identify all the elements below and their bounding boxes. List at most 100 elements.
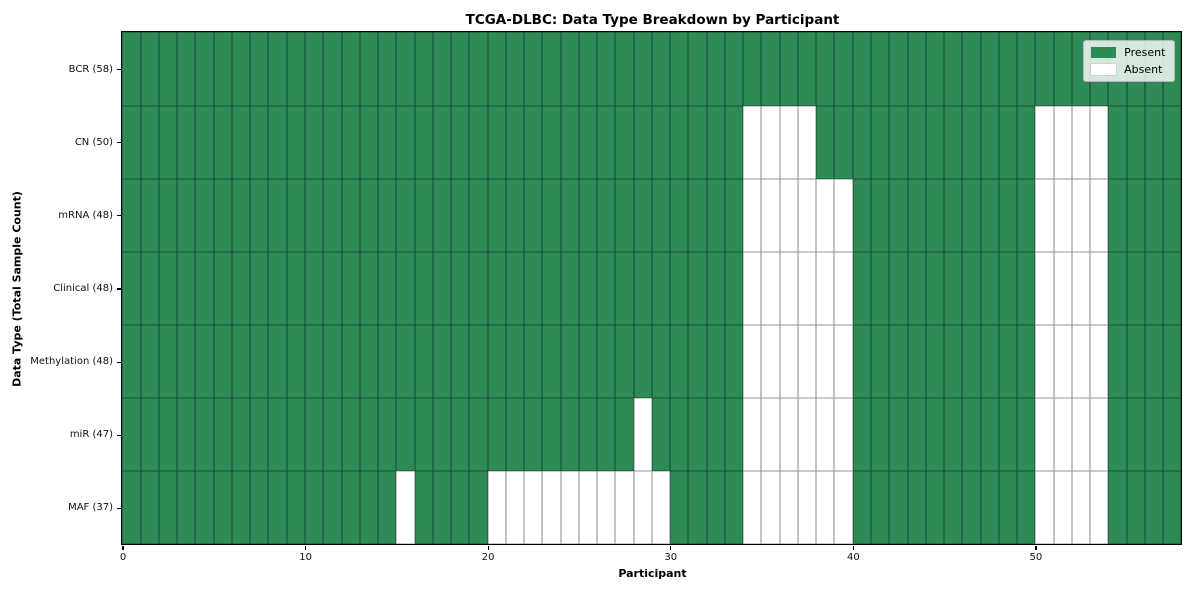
heatmap-cell bbox=[140, 398, 159, 472]
heatmap-cell bbox=[724, 398, 744, 472]
heatmap-cell bbox=[505, 105, 525, 179]
heatmap-cell bbox=[158, 398, 178, 472]
y-tick-mark bbox=[117, 361, 121, 363]
heatmap-cell bbox=[706, 178, 725, 252]
heatmap-cell bbox=[524, 105, 543, 179]
heatmap-cell bbox=[1108, 471, 1127, 545]
heatmap-cell bbox=[834, 324, 853, 399]
heatmap-cell bbox=[432, 398, 452, 472]
heatmap-cell bbox=[670, 324, 689, 399]
heatmap-cell bbox=[578, 324, 598, 399]
heatmap-cell bbox=[688, 105, 707, 179]
heatmap-cell bbox=[944, 398, 963, 472]
y-tick-mark bbox=[117, 507, 121, 510]
heatmap-cell bbox=[122, 471, 141, 545]
heatmap-cell bbox=[724, 324, 744, 399]
heatmap-cell bbox=[871, 178, 890, 252]
chart-title: TCGA-DLBC: Data Type Breakdown by Partic… bbox=[465, 12, 840, 28]
heatmap-cell bbox=[907, 32, 926, 106]
legend: Present Absent bbox=[1083, 40, 1176, 83]
heatmap-cell bbox=[797, 251, 817, 325]
heatmap-cell bbox=[451, 32, 470, 106]
heatmap-cell bbox=[560, 324, 579, 399]
heatmap-cell bbox=[1035, 32, 1054, 106]
x-tick-label: 10 bbox=[299, 552, 312, 563]
heatmap-cell bbox=[451, 471, 470, 545]
heatmap-cell bbox=[432, 324, 452, 399]
heatmap-cell bbox=[1126, 105, 1145, 179]
heatmap-cell bbox=[761, 471, 780, 545]
heatmap-cell bbox=[524, 251, 543, 325]
heatmap-cell bbox=[268, 178, 287, 252]
heatmap-cell bbox=[1126, 398, 1145, 472]
heatmap-cell bbox=[1108, 251, 1127, 325]
heatmap-cell bbox=[651, 398, 671, 472]
heatmap-cell bbox=[1017, 251, 1036, 325]
heatmap-cell bbox=[231, 105, 251, 179]
heatmap-cell bbox=[779, 324, 798, 399]
heatmap-cell bbox=[268, 398, 287, 472]
heatmap-cell bbox=[304, 398, 324, 472]
heatmap-cell bbox=[524, 324, 543, 399]
x-tick-mark bbox=[304, 546, 307, 550]
heatmap-cell bbox=[797, 398, 817, 472]
heatmap-cell bbox=[907, 398, 926, 472]
heatmap-cell bbox=[323, 324, 342, 399]
heatmap-cell bbox=[998, 251, 1018, 325]
heatmap-cell bbox=[158, 32, 178, 106]
heatmap-cell bbox=[944, 178, 963, 252]
heatmap-cell bbox=[451, 105, 470, 179]
x-tick-label: 30 bbox=[664, 552, 678, 563]
heatmap-cell bbox=[834, 105, 853, 179]
heatmap-cell bbox=[597, 32, 616, 106]
heatmap-cell bbox=[560, 471, 579, 545]
heatmap-cell bbox=[980, 471, 999, 545]
heatmap-cell bbox=[177, 105, 196, 179]
heatmap-cell bbox=[688, 32, 707, 106]
x-tick-mark bbox=[670, 546, 672, 550]
heatmap-cell bbox=[432, 178, 452, 252]
heatmap-cell bbox=[1090, 178, 1109, 252]
heatmap-cell bbox=[213, 398, 232, 472]
heatmap-cell bbox=[615, 32, 634, 106]
heatmap-cell bbox=[286, 398, 305, 472]
heatmap-cell bbox=[761, 32, 780, 106]
heatmap-cell bbox=[779, 251, 798, 325]
heatmap-cell bbox=[871, 324, 890, 399]
heatmap-cell bbox=[1144, 178, 1164, 252]
heatmap-cell bbox=[1144, 105, 1164, 179]
heatmap-cell bbox=[341, 251, 360, 325]
y-tick-label: mRNA (48) bbox=[58, 209, 113, 221]
heatmap-cell bbox=[1017, 398, 1036, 472]
heatmap-cell bbox=[451, 251, 470, 325]
heatmap-cell bbox=[1071, 471, 1091, 545]
heatmap-cell bbox=[980, 251, 999, 325]
heatmap-cell bbox=[1108, 178, 1127, 252]
heatmap-cell bbox=[304, 178, 324, 252]
heatmap-cell bbox=[158, 251, 178, 325]
heatmap-cell bbox=[231, 398, 251, 472]
heatmap-cell bbox=[323, 398, 342, 472]
heatmap-cell bbox=[158, 324, 178, 399]
heatmap-cell bbox=[213, 105, 232, 179]
heatmap-cell bbox=[359, 471, 379, 545]
heatmap-cell bbox=[834, 178, 853, 252]
y-tick-label: Clinical (48) bbox=[53, 283, 113, 294]
y-tick-label: MAF (37) bbox=[68, 502, 113, 514]
heatmap-cell bbox=[724, 178, 744, 252]
heatmap-cell bbox=[578, 32, 598, 106]
heatmap-cell bbox=[378, 251, 397, 325]
heatmap-cell bbox=[268, 324, 287, 399]
heatmap-cell bbox=[250, 105, 269, 179]
heatmap-cell bbox=[195, 398, 214, 472]
heatmap-cell bbox=[524, 471, 543, 545]
heatmap-cell bbox=[359, 324, 379, 399]
heatmap-cell bbox=[797, 471, 817, 545]
heatmap-cell bbox=[195, 32, 214, 106]
heatmap-cell bbox=[304, 32, 324, 106]
heatmap-cell bbox=[396, 324, 415, 399]
heatmap-cell bbox=[779, 471, 798, 545]
legend-item-absent: Absent bbox=[1091, 64, 1165, 76]
heatmap-cell bbox=[1126, 471, 1145, 545]
heatmap-cell bbox=[962, 324, 981, 399]
